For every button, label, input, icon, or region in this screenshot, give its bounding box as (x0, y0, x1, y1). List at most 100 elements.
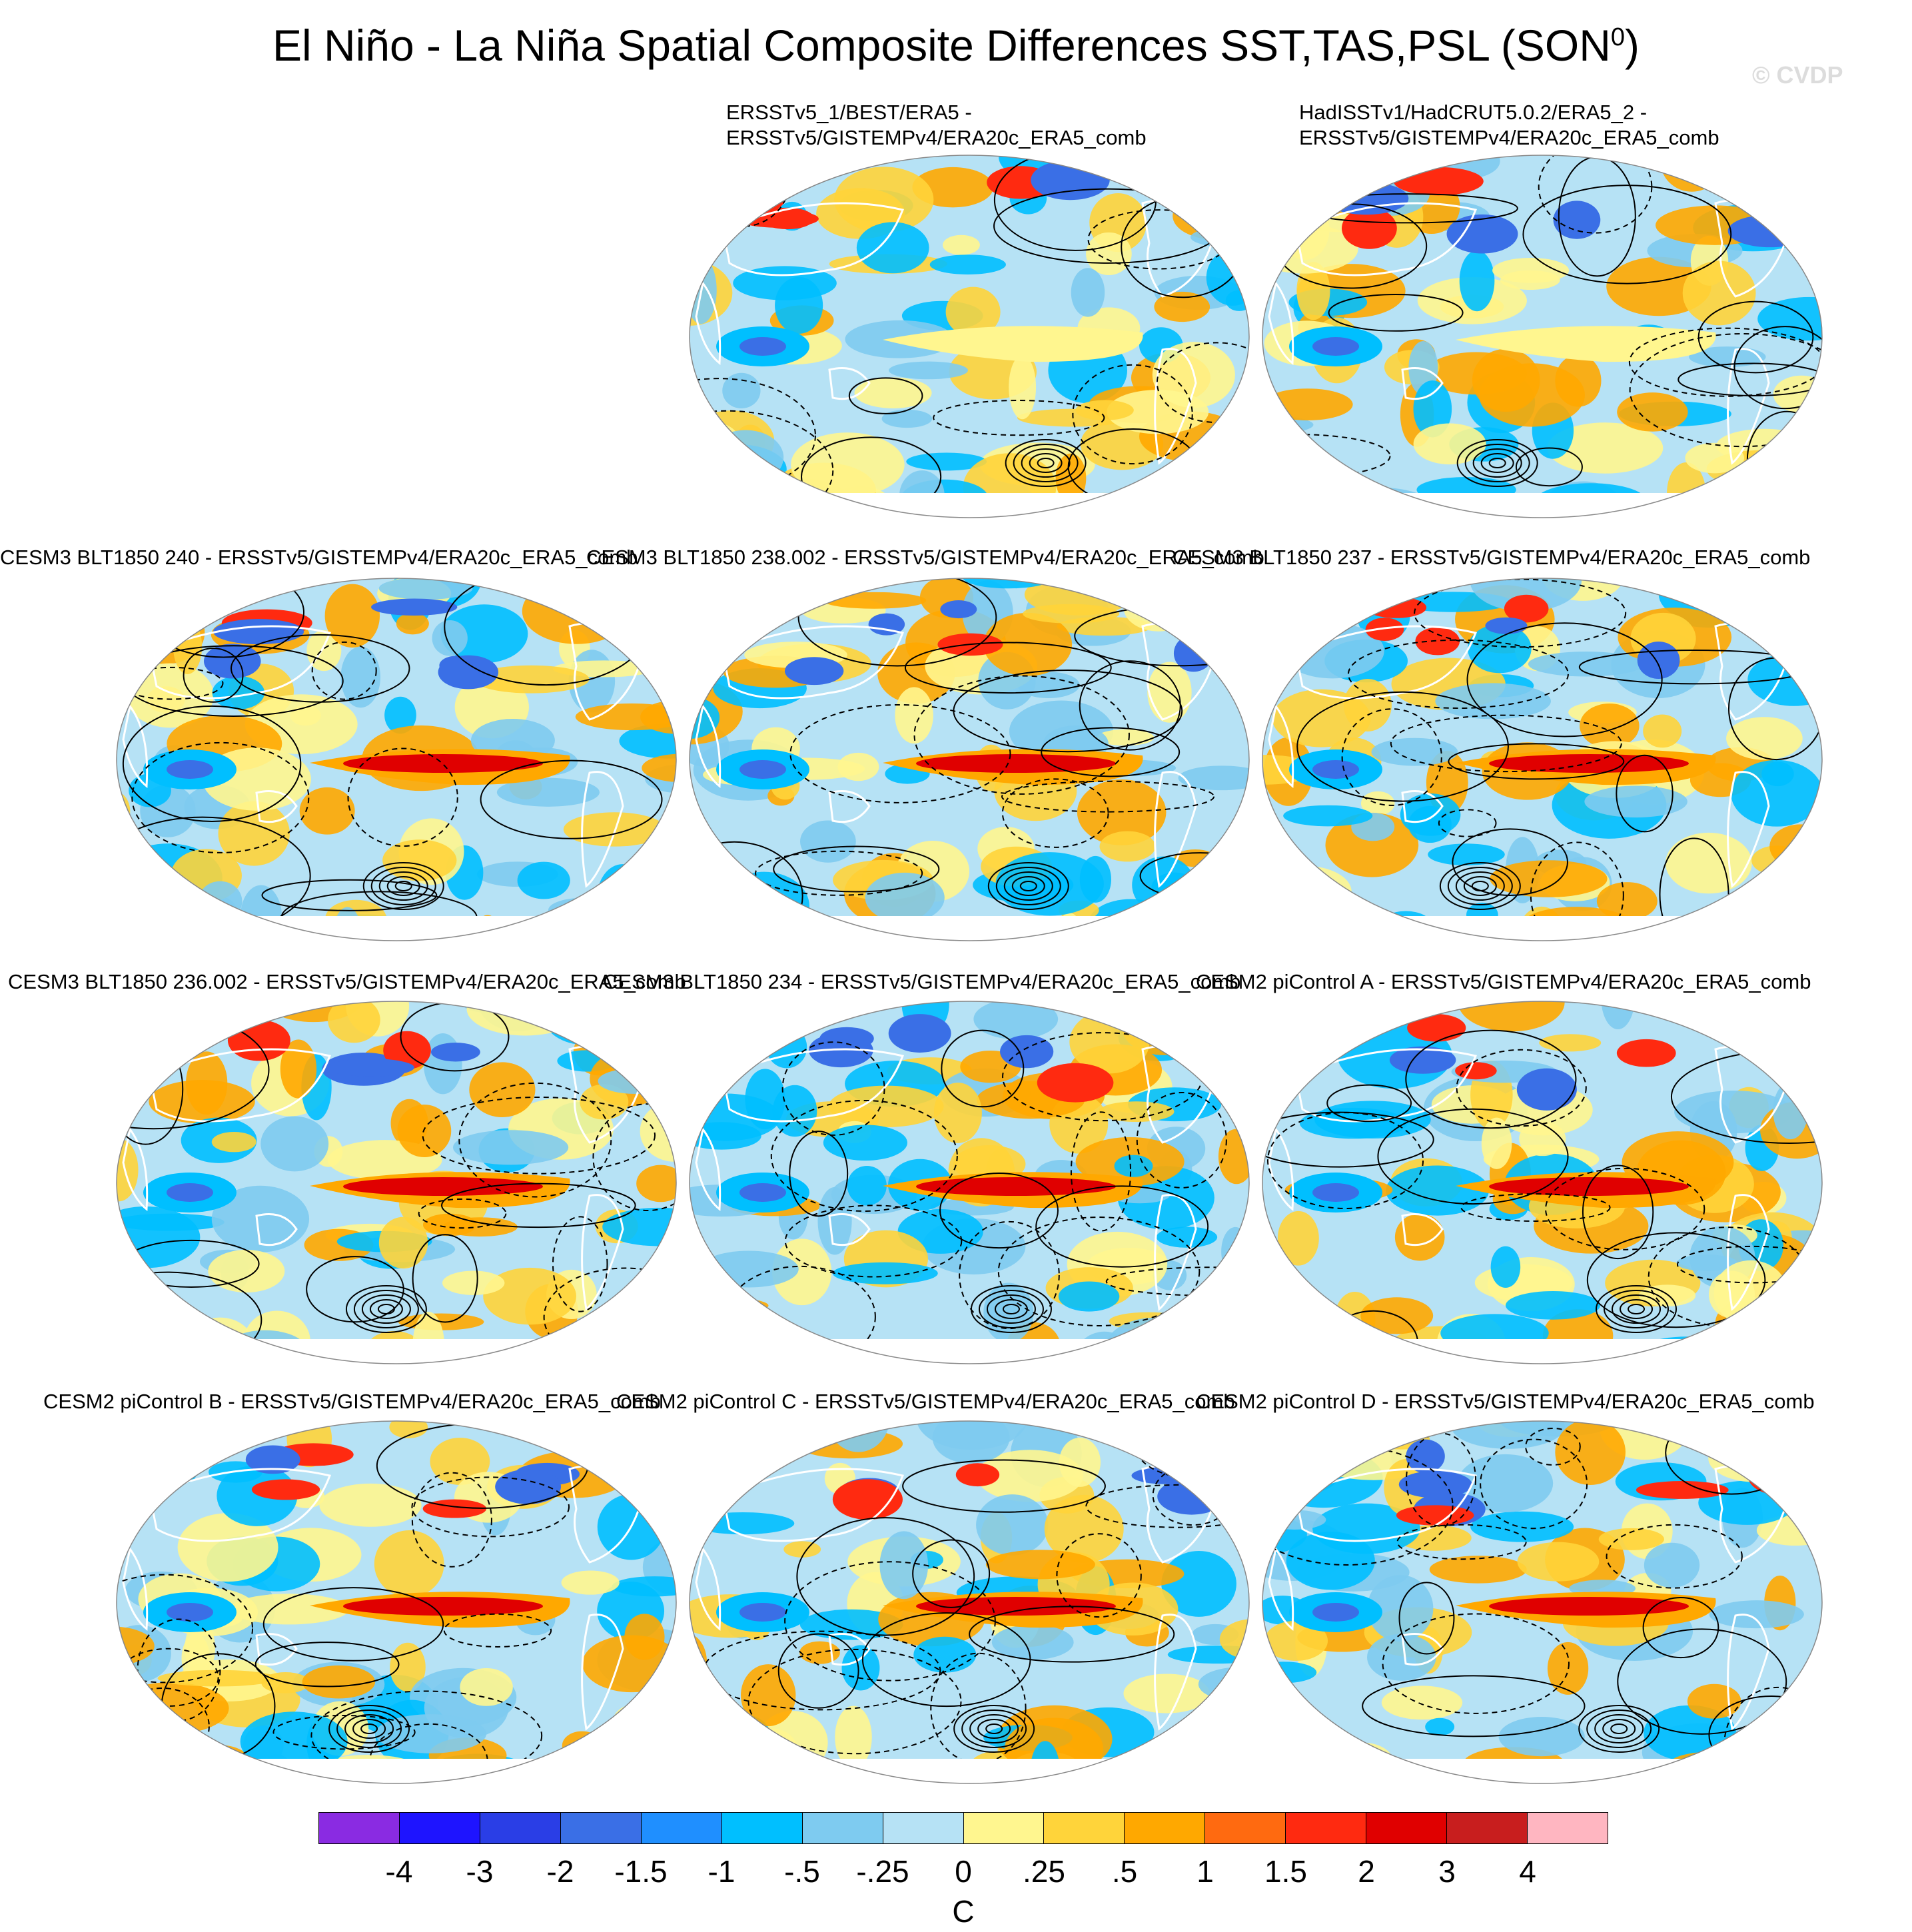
map-panel-pcC (683, 1416, 1256, 1789)
anomaly-blob (177, 1513, 278, 1582)
anomaly-blob (1304, 1426, 1345, 1486)
anomaly-blob (1201, 587, 1249, 631)
anomaly-blob (1731, 759, 1822, 827)
anomaly-blob (1262, 578, 1372, 600)
colorbar-tick-label: 1 (1196, 1854, 1214, 1889)
anomaly-blob (1413, 423, 1486, 465)
anomaly-blob (452, 1130, 569, 1165)
anomaly-blob (1601, 1001, 1636, 1030)
anomaly-blob (1802, 398, 1822, 417)
anomaly-blob (1468, 624, 1532, 674)
anomaly-blob (496, 777, 600, 807)
anomaly-blob (582, 1635, 676, 1693)
anomaly-blob (1262, 865, 1352, 918)
anomaly-blob (1470, 578, 1582, 612)
anomaly-blob (945, 286, 1001, 337)
anomaly-blob (240, 885, 282, 941)
anomaly-blob (1517, 1542, 1600, 1582)
anomaly-blob (1071, 268, 1105, 317)
anomaly-blob (1097, 729, 1155, 746)
anomaly-blob (712, 482, 760, 515)
anomaly-blob (1429, 1556, 1527, 1584)
anomaly-blob (1009, 354, 1037, 420)
world-map (689, 155, 1250, 518)
anomaly-blob (240, 1711, 348, 1772)
anomaly-blob (1178, 765, 1249, 791)
anomaly-blob (1664, 578, 1768, 597)
anomaly-blob (1528, 652, 1644, 677)
anomaly-blob (745, 891, 782, 931)
anomaly-blob (580, 1084, 629, 1120)
anomaly-blob (260, 1116, 329, 1172)
panel-title-m240: CESM3 BLT1850 240 - ERSSTv5/GISTEMPv4/ER… (0, 546, 638, 569)
anomaly-blob (933, 1082, 982, 1143)
anomaly-blob (117, 914, 218, 933)
anomaly-blob (1428, 843, 1505, 865)
colorbar-tick-label: -1.5 (614, 1854, 668, 1889)
anomaly-blob (117, 855, 151, 899)
anomaly-blob (1216, 578, 1249, 608)
anomaly-blob (1498, 1717, 1585, 1757)
anomaly-blob (229, 1594, 349, 1625)
anomaly-blob (117, 1001, 172, 1017)
anomaly-blob (690, 1122, 761, 1150)
anomaly-blob (822, 592, 927, 609)
colorbar-swatch (319, 1813, 400, 1843)
anomaly-blob (1360, 791, 1395, 816)
colorbar-tick-label: .25 (1023, 1854, 1065, 1889)
anomaly-blob (1669, 1751, 1753, 1777)
anomaly-blob (1793, 1727, 1820, 1783)
anomaly-blob (382, 839, 457, 881)
colorbar-swatch (1125, 1813, 1206, 1843)
anomaly-blob (473, 665, 590, 694)
colorbar-tick-label: 1.5 (1264, 1854, 1307, 1889)
colorbar-swatch (1286, 1813, 1367, 1843)
anomaly-blob (1123, 583, 1194, 632)
anomaly-blob (117, 1682, 229, 1735)
anomaly-blob (324, 584, 380, 648)
colorbar-swatch (1205, 1813, 1286, 1843)
anomaly-blob (423, 1033, 462, 1095)
anomaly-blob (422, 1213, 477, 1236)
anomaly-blob (1644, 1542, 1700, 1588)
anomaly-blob (1296, 262, 1330, 320)
anomaly-blob (976, 1494, 1049, 1556)
world-map (116, 1420, 677, 1784)
anomaly-blob (1685, 442, 1745, 474)
anomaly-blob (1044, 1494, 1124, 1564)
anomaly-blob (522, 578, 631, 644)
anomaly-blob (626, 591, 676, 612)
colorbar-units: C (952, 1894, 975, 1929)
anomaly-blob (1132, 856, 1195, 914)
map-panel-obs2 (1256, 150, 1829, 523)
anomaly-blob (612, 1703, 668, 1740)
anomaly-blob (847, 1165, 887, 1206)
anomaly-blob (1435, 683, 1552, 720)
anomaly-blob (1185, 460, 1249, 518)
anomaly-blob (1179, 1704, 1249, 1772)
map-panel-m238 (683, 573, 1256, 946)
anomaly-blob (126, 663, 214, 728)
anomaly-blob (888, 361, 969, 380)
anomaly-blob (985, 1550, 1095, 1580)
panel-title-pcB: CESM2 piControl B - ERSSTv5/GISTEMPv4/ER… (43, 1390, 661, 1413)
anomaly-blob (340, 646, 380, 708)
anomaly-blob (1146, 155, 1179, 183)
anomaly-blob (834, 167, 934, 233)
anomaly-blob (1797, 400, 1822, 446)
anomaly-blob (1490, 1246, 1521, 1288)
anomaly-blob (1274, 1284, 1317, 1311)
anomaly-blob (1077, 779, 1167, 845)
world-map (116, 578, 677, 941)
world-map (689, 1420, 1250, 1784)
anomaly-blob (117, 578, 173, 602)
anomaly-blob (642, 753, 676, 783)
enso-core (1489, 1597, 1689, 1616)
anomaly-blob (128, 1329, 191, 1360)
panel-title-pcD: CESM2 piControl D - ERSSTv5/GISTEMPv4/ER… (1196, 1390, 1815, 1413)
anomaly-blob (1189, 905, 1249, 931)
anomaly-blob (817, 1187, 852, 1255)
anomaly-blob (1266, 490, 1376, 518)
anomaly-blob (1123, 1674, 1210, 1713)
anomaly-blob (185, 1620, 215, 1677)
